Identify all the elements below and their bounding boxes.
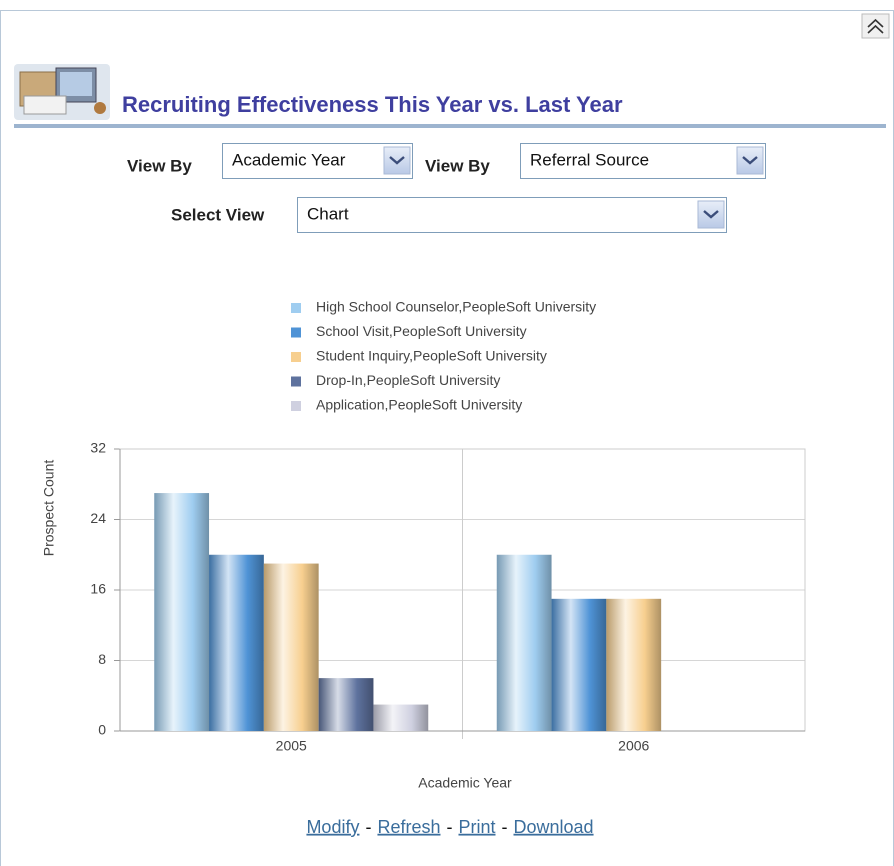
bar <box>551 598 607 731</box>
bar <box>154 493 210 731</box>
x-tick-label: 2005 <box>276 738 307 754</box>
dropdown[interactable]: Referral Source <box>520 143 766 179</box>
collapse-button[interactable] <box>861 13 890 39</box>
legend-label: High School Counselor,PeopleSoft Univers… <box>316 299 596 315</box>
frame <box>0 10 894 866</box>
bar <box>373 704 429 731</box>
x-axis-label: Academic Year <box>418 775 512 791</box>
y-tick-label: 32 <box>90 440 106 456</box>
link[interactable]: Modify <box>306 817 359 837</box>
legend-label: School Visit,PeopleSoft University <box>316 323 527 339</box>
control-label: Select View <box>171 205 265 224</box>
legend-swatch <box>291 303 301 313</box>
header-icon <box>14 64 110 120</box>
bar <box>318 678 374 731</box>
legend-swatch <box>291 401 301 411</box>
link-separator: - <box>502 817 508 837</box>
link-separator: - <box>446 817 452 837</box>
legend-label: Application,PeopleSoft University <box>316 397 522 413</box>
legend-swatch <box>291 376 301 387</box>
legend-swatch <box>291 352 301 362</box>
page-title: Recruiting Effectiveness This Year vs. L… <box>122 92 623 117</box>
y-axis-label: Prospect Count <box>41 460 57 557</box>
dropdown-value: Academic Year <box>232 150 346 169</box>
bar <box>209 554 264 731</box>
bar <box>496 554 552 731</box>
legend-label: Student Inquiry,PeopleSoft University <box>316 348 547 364</box>
dropdown[interactable]: Academic Year <box>222 143 413 179</box>
link-bar: Modify - Refresh - Print - Download <box>306 817 593 837</box>
legend-swatch <box>291 327 301 338</box>
legend-label: Drop-In,PeopleSoft University <box>316 372 500 388</box>
link[interactable]: Refresh <box>377 817 440 837</box>
y-tick-label: 0 <box>98 722 106 738</box>
x-tick-label: 2006 <box>618 738 649 754</box>
link[interactable]: Print <box>458 817 495 837</box>
dropdown-value: Chart <box>307 204 349 223</box>
dropdown-value: Referral Source <box>530 150 649 169</box>
title-rule <box>14 124 886 128</box>
y-tick-label: 24 <box>90 510 106 526</box>
link[interactable]: Download <box>514 817 594 837</box>
bar <box>606 598 662 731</box>
control-label: View By <box>425 156 490 175</box>
y-tick-label: 16 <box>90 581 106 597</box>
y-tick-label: 8 <box>98 651 106 667</box>
dropdown[interactable]: Chart <box>297 197 727 233</box>
control-label: View By <box>127 156 192 175</box>
bar <box>263 563 319 731</box>
link-separator: - <box>365 817 371 837</box>
